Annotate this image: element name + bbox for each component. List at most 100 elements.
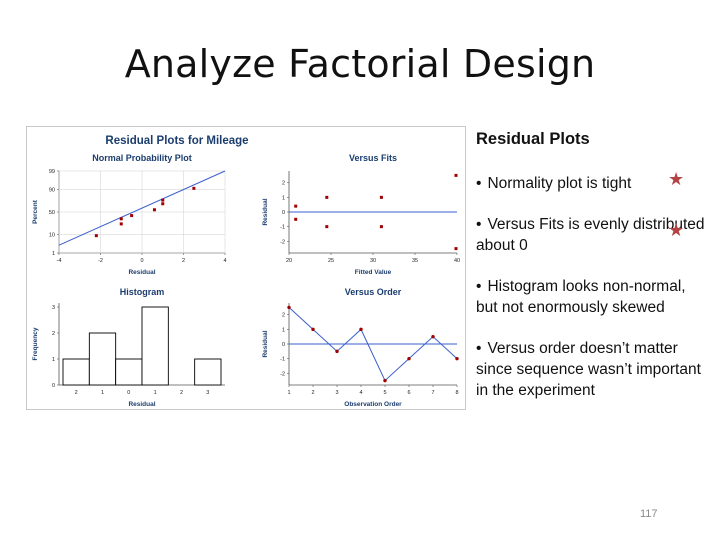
data-point — [379, 225, 383, 229]
y-tick-label: 1 — [52, 251, 55, 257]
x-tick-label: 6 — [407, 390, 410, 396]
bullet-dot: • — [476, 340, 482, 357]
y-tick-label: -1 — [280, 225, 285, 231]
x-tick-label: 4 — [223, 258, 226, 264]
data-point — [325, 195, 329, 199]
panel-title: Histogram — [120, 287, 165, 297]
y-tick-label: 3 — [52, 305, 55, 311]
data-point — [455, 356, 459, 361]
bullet-text: Versus Fits is evenly distributed about … — [476, 216, 705, 254]
bullet-item: • Versus order doesn’t matter since seque… — [476, 338, 706, 401]
x-tick-label: 3 — [335, 390, 338, 396]
data-point — [454, 173, 458, 177]
data-point — [383, 378, 387, 383]
bullet-text: Histogram looks non-normal, but not enor… — [476, 278, 686, 316]
data-point — [152, 208, 156, 212]
x-tick-label: 35 — [412, 258, 418, 264]
bullet-text: Versus order doesn’t matter since sequen… — [476, 340, 701, 399]
histogram-bar — [141, 306, 169, 386]
slide-title: Analyze Factorial Design — [124, 42, 596, 86]
series-line — [288, 307, 458, 382]
y-tick-label: 1 — [52, 357, 55, 363]
y-tick-label: 1 — [282, 195, 285, 201]
x-tick-label: 4 — [359, 390, 362, 396]
y-tick-label: -2 — [280, 239, 285, 245]
x-tick-label: 2 — [311, 390, 314, 396]
x-axis-label: Observation Order — [344, 401, 402, 408]
y-tick-label: 90 — [49, 187, 55, 193]
data-point — [294, 204, 298, 208]
y-tick-label: 99 — [49, 169, 55, 175]
fit-line — [58, 170, 226, 246]
data-point — [335, 349, 339, 354]
x-tick-label: 8 — [455, 390, 458, 396]
bullet-item: • Versus Fits is evenly distributed about… — [476, 214, 706, 256]
y-tick-label: 2 — [282, 181, 285, 187]
x-tick-label: -4 — [57, 258, 62, 264]
panel-title: Versus Fits — [349, 153, 397, 163]
x-axis-label: Fitted Value — [355, 269, 392, 276]
y-tick-label: 0 — [282, 342, 285, 348]
figure-title: Residual Plots for Mileage — [105, 135, 248, 147]
data-point — [325, 225, 329, 229]
data-point — [130, 214, 134, 218]
histogram-bar — [62, 358, 90, 386]
notes-panel: Residual Plots • Normality plot is tight ★… — [476, 130, 706, 421]
data-point — [407, 356, 411, 361]
y-axis-label: Residual — [262, 198, 269, 225]
y-tick-label: 10 — [49, 233, 55, 239]
panel-title: Versus Order — [345, 287, 402, 297]
x-tick-label: 2 — [180, 390, 183, 396]
data-point — [311, 327, 315, 332]
y-axis-label: Residual — [262, 330, 269, 357]
panel-title: Normal Probability Plot — [92, 153, 192, 163]
notes-heading: Residual Plots — [476, 130, 590, 148]
x-tick-label: 1 — [287, 390, 290, 396]
x-tick-label: 3 — [206, 390, 209, 396]
y-tick-label: 2 — [52, 331, 55, 337]
data-point — [119, 222, 123, 226]
y-tick-label: 2 — [282, 313, 285, 319]
residual-plots-figure: Residual Plots for Mileage Normal Probabi… — [26, 126, 466, 410]
x-tick-label: 0 — [127, 390, 130, 396]
data-point — [94, 234, 98, 238]
histogram-bar — [115, 358, 143, 386]
bullet-item: • Histogram looks non-normal, but not eno… — [476, 276, 706, 318]
data-point — [287, 305, 291, 310]
bullet-text: Normality plot is tight — [487, 175, 632, 192]
x-tick-label: 7 — [431, 390, 434, 396]
y-tick-label: 0 — [282, 210, 285, 216]
x-tick-label: 5 — [383, 390, 386, 396]
y-tick-label: 0 — [52, 383, 55, 389]
x-tick-label: -2 — [98, 258, 103, 264]
data-point — [431, 334, 435, 339]
x-tick-label: 2 — [75, 390, 78, 396]
histogram-bar — [194, 358, 222, 386]
data-point — [294, 217, 298, 221]
data-point — [161, 202, 165, 206]
bullet-dot: • — [476, 278, 482, 295]
x-axis-label: Residual — [128, 269, 155, 276]
data-point — [161, 198, 165, 202]
x-tick-label: 20 — [286, 258, 292, 264]
data-point — [379, 195, 383, 199]
y-axis-label: Frequency — [32, 327, 39, 360]
y-tick-label: -1 — [280, 357, 285, 363]
bullet-dot: • — [476, 175, 482, 192]
y-tick-label: 50 — [49, 210, 55, 216]
x-tick-label: 40 — [454, 258, 460, 264]
x-tick-label: 25 — [328, 258, 334, 264]
y-axis-label: Percent — [32, 199, 39, 224]
x-tick-label: 1 — [101, 390, 104, 396]
data-point — [119, 217, 123, 221]
x-tick-label: 0 — [140, 258, 143, 264]
histogram-bar — [88, 332, 117, 386]
x-tick-label: 1 — [154, 390, 157, 396]
y-tick-label: 1 — [282, 327, 285, 333]
x-tick-label: 30 — [370, 258, 376, 264]
bullet-item: • Normality plot is tight ★ — [476, 169, 706, 194]
page-number: 117 — [640, 508, 658, 520]
x-tick-label: 2 — [182, 258, 185, 264]
star-icon: ★ — [668, 169, 685, 189]
residual-plots-svg: Residual Plots for Mileage Normal Probabi… — [32, 135, 460, 408]
